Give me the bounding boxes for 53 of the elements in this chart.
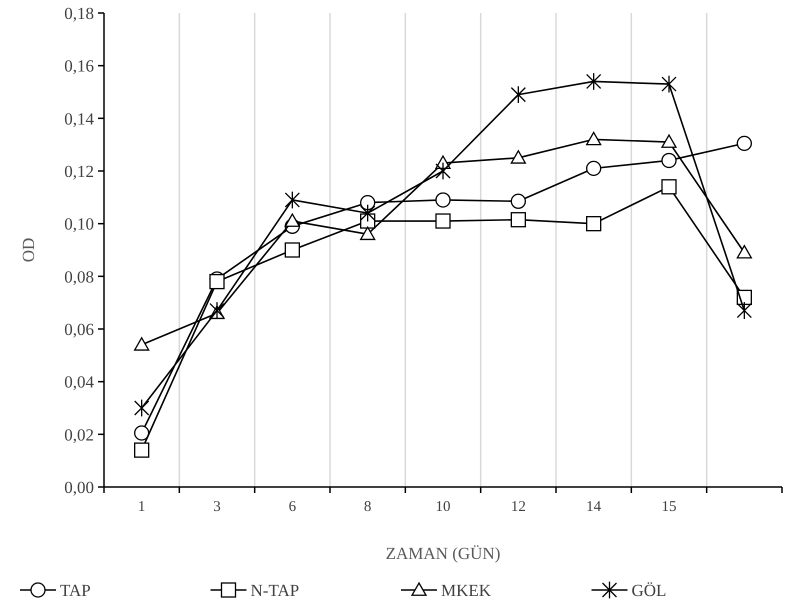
x-tick-label: 3 bbox=[213, 499, 221, 515]
point bbox=[435, 213, 451, 229]
y-tick-label: 0,08 bbox=[64, 267, 94, 286]
point bbox=[360, 204, 376, 222]
legend-label: N-TAP bbox=[250, 580, 300, 600]
point bbox=[435, 192, 451, 208]
point bbox=[510, 212, 526, 228]
point bbox=[284, 242, 300, 258]
x-tick-label: 10 bbox=[436, 499, 450, 515]
y-tick-label: 0,06 bbox=[64, 320, 94, 339]
point bbox=[209, 302, 225, 320]
point bbox=[736, 136, 752, 151]
point bbox=[586, 72, 602, 91]
point bbox=[435, 162, 451, 180]
legend-label: GÖL bbox=[632, 580, 666, 600]
x-axis-title: ZAMAN (GÜN) bbox=[386, 544, 500, 563]
y-tick-label: 0,04 bbox=[64, 372, 94, 392]
point bbox=[661, 179, 677, 194]
point bbox=[736, 244, 752, 259]
point bbox=[284, 213, 300, 227]
x-tick-label: 1 bbox=[138, 499, 146, 515]
point bbox=[510, 86, 526, 104]
y-tick-label: 0,12 bbox=[64, 162, 94, 181]
y-tick-label: 0,16 bbox=[64, 56, 94, 76]
point bbox=[586, 132, 602, 146]
point bbox=[284, 190, 300, 210]
point bbox=[209, 274, 225, 290]
x-tick-label: 15 bbox=[662, 499, 676, 515]
point bbox=[134, 337, 150, 351]
y-tick-label: 0,02 bbox=[64, 425, 94, 444]
legend-label: TAP bbox=[60, 580, 91, 600]
point bbox=[586, 160, 602, 176]
point bbox=[661, 134, 677, 148]
point bbox=[661, 75, 677, 94]
point bbox=[360, 226, 376, 240]
point bbox=[586, 216, 602, 232]
point bbox=[510, 194, 526, 209]
point bbox=[661, 152, 677, 168]
point bbox=[134, 398, 150, 418]
y-tick-label: 0,00 bbox=[64, 478, 94, 497]
x-tick-label: 8 bbox=[364, 499, 372, 515]
y-axis-title: OD bbox=[19, 238, 38, 262]
point bbox=[134, 442, 150, 458]
legend-label: MKEK bbox=[441, 580, 492, 600]
x-tick-label: 14 bbox=[586, 499, 602, 515]
point bbox=[360, 194, 376, 210]
y-tick-label: 0,18 bbox=[64, 4, 94, 23]
y-tick-label: 0,10 bbox=[64, 214, 94, 234]
x-tick-label: 12 bbox=[510, 499, 526, 515]
point bbox=[736, 302, 752, 320]
y-tick-label: 0,14 bbox=[64, 109, 94, 128]
x-tick-label: 6 bbox=[288, 499, 297, 515]
point bbox=[510, 150, 526, 164]
